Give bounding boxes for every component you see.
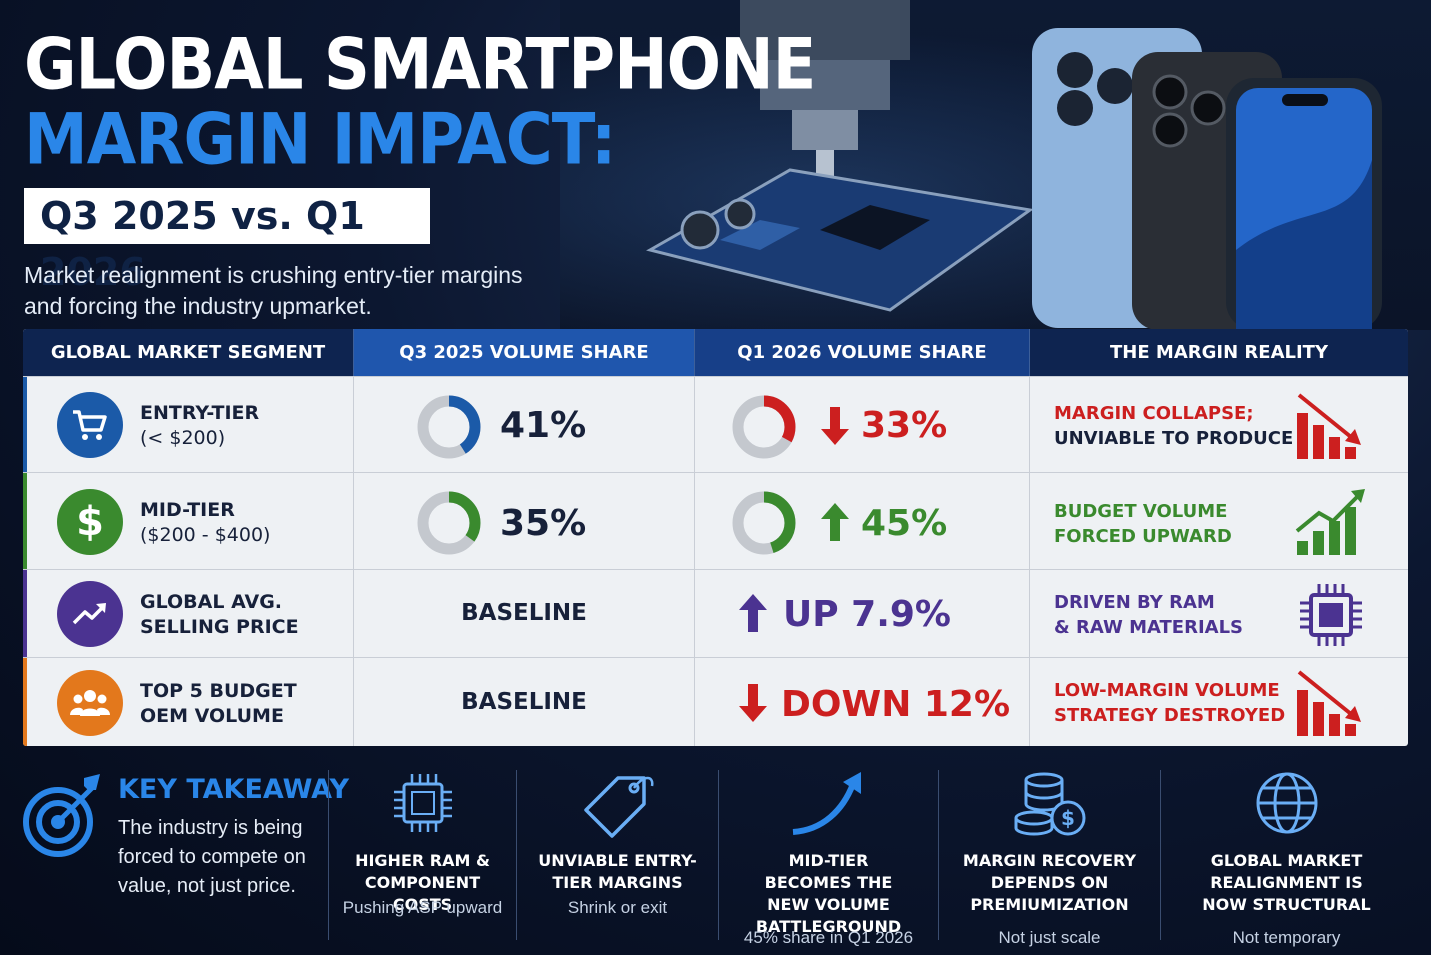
- key-takeaway-title: KEY TAKEAWAY: [118, 774, 350, 805]
- takeaway-sub: 45% share in Q1 2026: [743, 928, 914, 947]
- dollar-sign-icon: $: [57, 489, 123, 555]
- takeaway-sub: Not temporary: [1232, 928, 1341, 947]
- title-line-1: GLOBAL SMARTPHONE: [24, 24, 816, 106]
- title-line-2: MARGIN IMPACT:: [24, 99, 616, 181]
- margin-reality: LOW-MARGIN VOLUME STRATEGY DESTROYED: [1054, 680, 1286, 726]
- takeaway-head: MID-TIER BECOMES THE NEW VOLUME BATTLEGR…: [755, 851, 902, 936]
- q1-share-donut: [732, 395, 796, 459]
- donut-share-arc: [417, 395, 481, 459]
- rising-bar-chart-icon: [1295, 489, 1365, 555]
- target-icon: [23, 774, 100, 857]
- takeaway-sub: Not just scale: [998, 928, 1101, 947]
- chip-icon: [393, 774, 452, 832]
- up-arrow-icon: [821, 503, 849, 541]
- margin-reality: BUDGET VOLUME FORCED UPWARD: [1054, 501, 1232, 547]
- q1-change-value: DOWN 12%: [781, 684, 1011, 725]
- takeaway-head: MARGIN RECOVERY DEPENDS ON PREMIUMIZATIO…: [962, 851, 1137, 914]
- down-arrow-icon: [821, 407, 849, 445]
- takeaway-head: HIGHER RAM & COMPONENT COSTS: [355, 851, 490, 914]
- subtitle: Market realignment is crushing entry-tie…: [24, 262, 523, 319]
- coins-icon: $: [1014, 772, 1085, 836]
- column-header-reality: THE MARGIN REALITY: [1030, 329, 1408, 376]
- q1-share-value: 33%: [861, 405, 948, 446]
- down-arrow-icon: [739, 684, 767, 722]
- key-takeaway-text: The industry is being forced to compete …: [118, 817, 306, 897]
- takeaway-head: GLOBAL MARKET REALIGNMENT IS NOW STRUCTU…: [1202, 851, 1371, 914]
- q3-baseline: BASELINE: [461, 689, 587, 715]
- takeaway-item: MID-TIER BECOMES THE NEW VOLUME BATTLEGR…: [718, 770, 938, 947]
- shopping-cart-icon: [57, 392, 123, 458]
- q1-share-donut: [732, 491, 796, 555]
- up-arrow-icon: [739, 594, 767, 632]
- trend-up-icon: [57, 581, 123, 647]
- q3-share-value: 41%: [500, 405, 587, 446]
- takeaway-item: UNVIABLE ENTRY-TIER MARGINS Shrink or ex…: [516, 770, 718, 940]
- table-row-global-asp: GLOBAL AVG. SELLING PRICE BASELINE UP 7.…: [23, 569, 1408, 657]
- q1-share-value: 45%: [861, 503, 948, 544]
- globe-icon: [1256, 772, 1317, 834]
- key-takeaway-section: KEY TAKEAWAY The industry is being force…: [0, 762, 1431, 955]
- microchip-icon: [1300, 584, 1362, 646]
- price-tag-icon: [583, 776, 653, 838]
- takeaway-item: $ MARGIN RECOVERY DEPENDS ON PREMIUMIZAT…: [938, 770, 1160, 947]
- column-header-q3: Q3 2025 VOLUME SHARE: [354, 329, 695, 376]
- column-header-segment: GLOBAL MARKET SEGMENT: [23, 329, 354, 376]
- upward-arrow-icon: [792, 772, 861, 835]
- table-row-top5-oem: TOP 5 BUDGET OEM VOLUME BASELINE DOWN 12…: [23, 657, 1408, 746]
- margin-reality: MARGIN COLLAPSE; UNVIABLE TO PRODUCE: [1054, 403, 1294, 449]
- q3-share-donut: [417, 491, 481, 555]
- takeaway-sub: Pushing ASP upward: [342, 898, 503, 917]
- svg-text:$: $: [1061, 806, 1075, 830]
- donut-share-arc: [417, 491, 481, 555]
- q3-share-donut: [417, 395, 481, 459]
- segment-label: MID-TIER ($200 - $400): [140, 499, 271, 546]
- segment-label: TOP 5 BUDGET OEM VOLUME: [140, 680, 297, 727]
- table-row-mid-tier: $ MID-TIER ($200 - $400) 35% 45% BUDGET …: [23, 472, 1408, 569]
- takeaway-item: HIGHER RAM & COMPONENT COSTS Pushing ASP…: [328, 770, 516, 940]
- takeaway-head: UNVIABLE ENTRY-TIER MARGINS: [538, 851, 697, 892]
- q3-baseline: BASELINE: [461, 600, 587, 626]
- column-header-q1: Q1 2026 VOLUME SHARE: [695, 329, 1030, 376]
- period-badge: Q3 2025 vs. Q1 2026: [24, 188, 430, 294]
- hero-image: [560, 0, 1431, 330]
- table-header: GLOBAL MARKET SEGMENT Q3 2025 VOLUME SHA…: [23, 329, 1408, 376]
- donut-share-arc: [732, 491, 796, 555]
- q1-change-value: UP 7.9%: [783, 594, 951, 635]
- table-row-entry-tier: ENTRY-TIER (< $200) 41% 33% MARGIN COLLA…: [23, 376, 1408, 472]
- takeaway-sub: Shrink or exit: [567, 898, 668, 917]
- segment-label: GLOBAL AVG. SELLING PRICE: [140, 591, 299, 638]
- q3-share-value: 35%: [500, 503, 587, 544]
- takeaway-item: GLOBAL MARKET REALIGNMENT IS NOW STRUCTU…: [1160, 770, 1412, 947]
- donut-share-arc: [732, 395, 796, 459]
- group-people-icon: [57, 670, 123, 736]
- margin-reality: DRIVEN BY RAM & RAW MATERIALS: [1054, 592, 1244, 638]
- declining-bar-chart-icon: [1297, 670, 1361, 736]
- segment-table: GLOBAL MARKET SEGMENT Q3 2025 VOLUME SHA…: [23, 329, 1408, 746]
- declining-bar-chart-icon: [1297, 393, 1361, 459]
- segment-label: ENTRY-TIER (< $200): [140, 402, 260, 449]
